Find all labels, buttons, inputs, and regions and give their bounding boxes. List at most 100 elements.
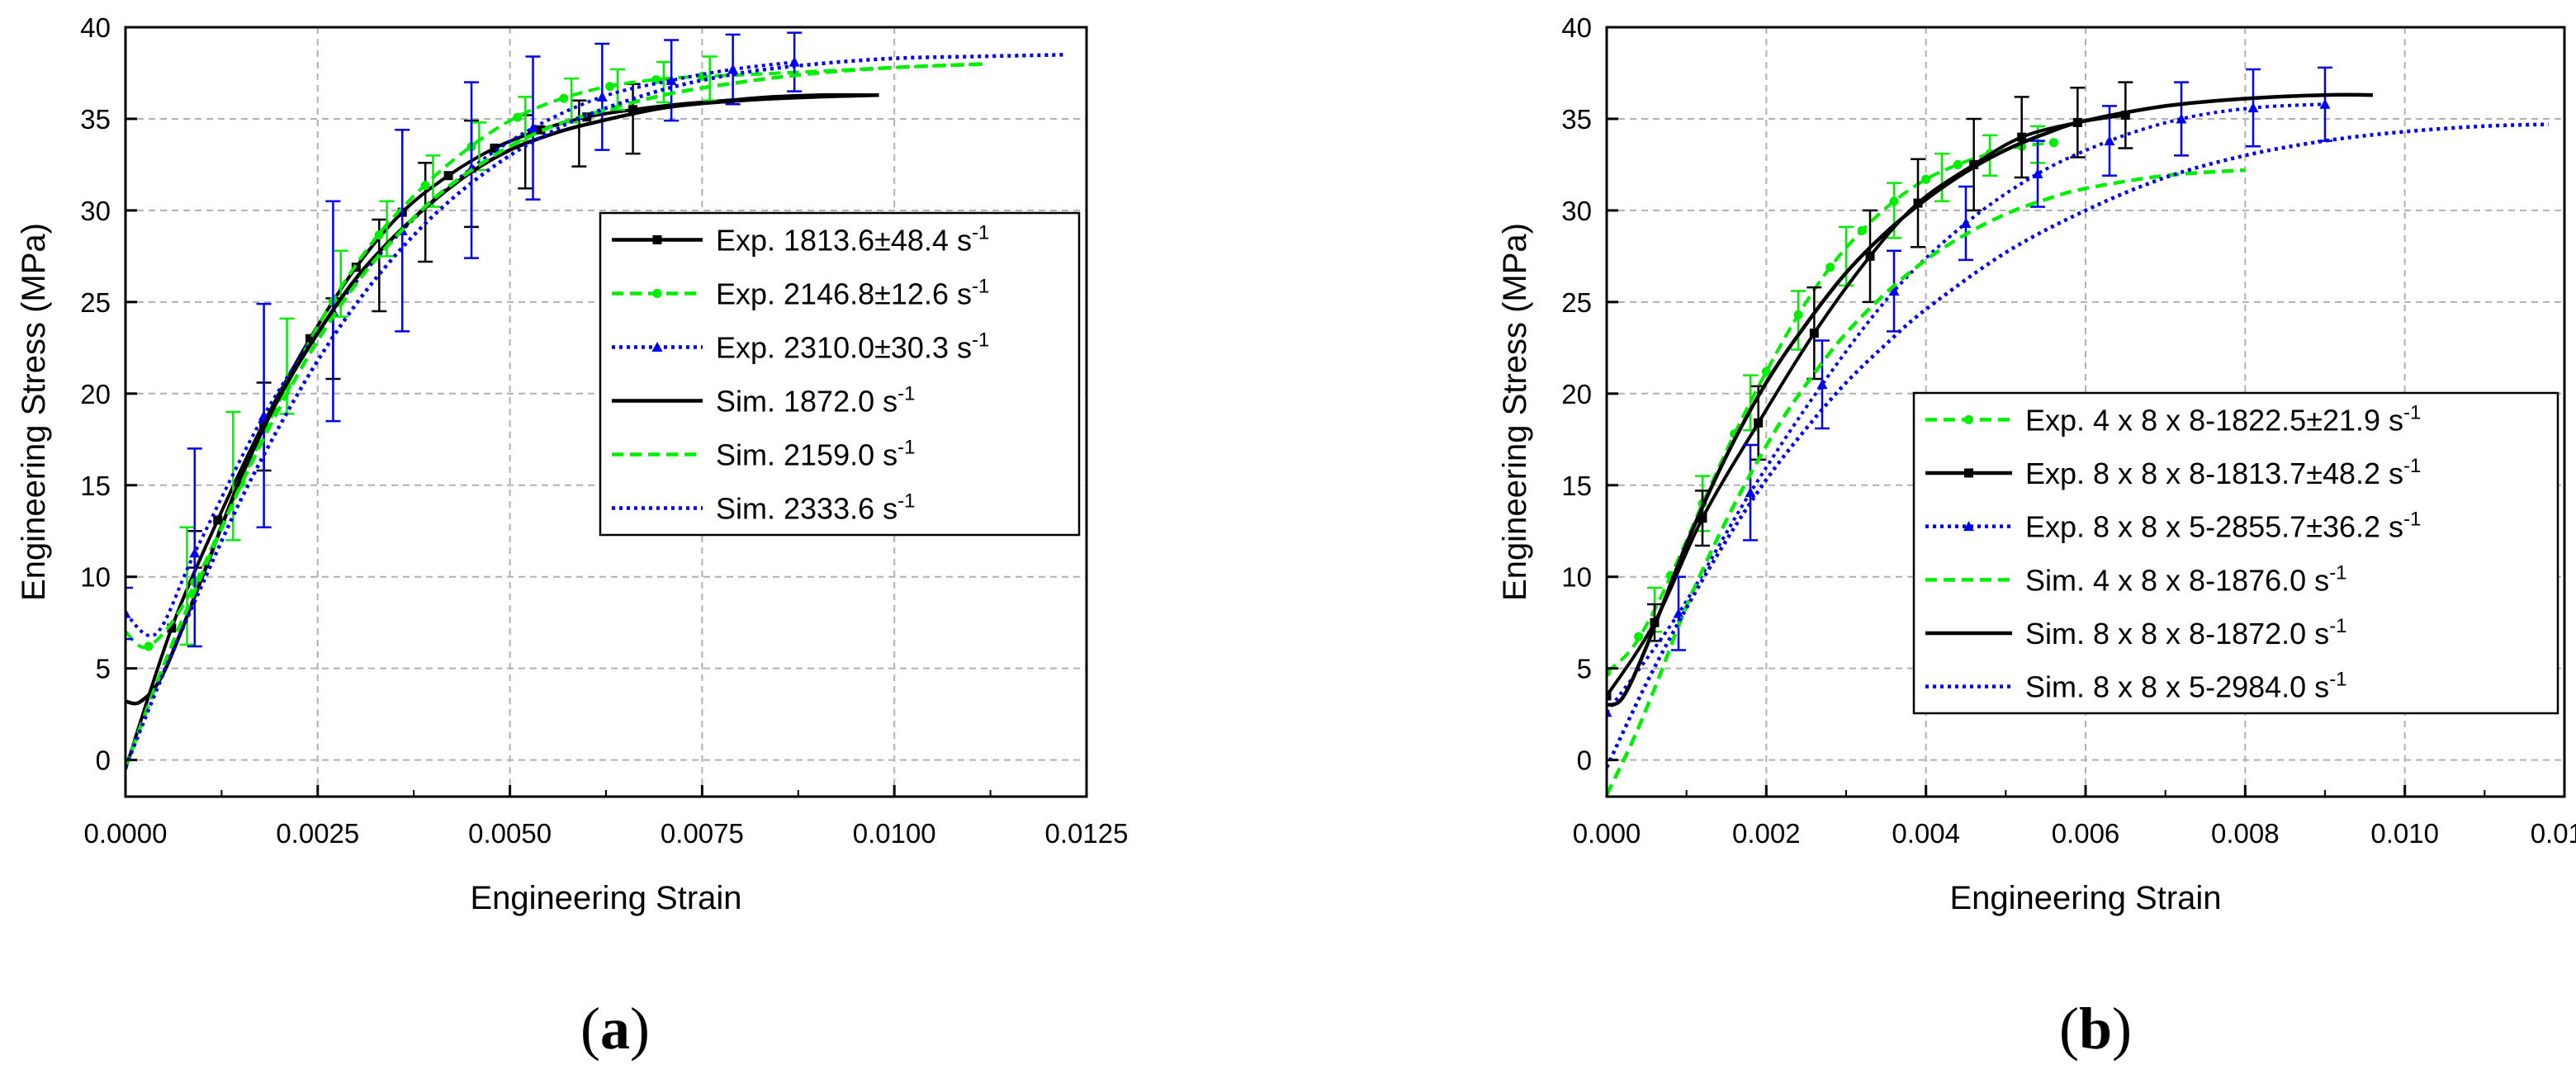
data-point bbox=[536, 125, 546, 135]
panel-label-a: (a) bbox=[580, 996, 650, 1062]
legend-box bbox=[1912, 391, 2559, 715]
x-tick-label: 0.010 bbox=[2370, 818, 2439, 849]
legend-marker bbox=[1964, 414, 1973, 424]
chart-panel-a: 0.0000 0.0025 0.0050 0.0075 0.0100 0.0125 0 5 10… bbox=[16, 12, 1128, 916]
data-point bbox=[2120, 111, 2130, 121]
series-4 bbox=[1607, 168, 2246, 796]
legend-entry-text: Exp. 4 x 8 x 8-1822.5±21.9 s bbox=[2025, 403, 2403, 437]
legend-entry-text: Exp. 2310.0±30.3 s bbox=[716, 331, 972, 365]
data-point bbox=[1698, 513, 1707, 523]
y-tick-label: 0 bbox=[96, 745, 111, 776]
data-point bbox=[1865, 251, 1875, 261]
y-tick-label: 35 bbox=[1561, 104, 1592, 135]
data-point bbox=[2319, 98, 2331, 109]
x-tick-label: 0.0125 bbox=[1045, 818, 1129, 849]
y-tick-label: 0 bbox=[1577, 745, 1592, 776]
series-4 bbox=[125, 92, 879, 706]
panel-label-b-letter: b bbox=[2079, 996, 2112, 1062]
data-point bbox=[559, 93, 569, 103]
legend-entry-label: Exp. 8 x 8 x 8-1813.7±48.2 s-1 bbox=[2025, 455, 2421, 490]
legend-marker bbox=[651, 342, 663, 352]
legend-entry-superscript: -1 bbox=[2329, 669, 2346, 691]
data-point bbox=[1607, 691, 1612, 701]
legend-entry-superscript: -1 bbox=[972, 329, 989, 352]
data-point bbox=[1793, 310, 1803, 319]
data-point bbox=[125, 608, 131, 618]
x-tick-label: 0.0075 bbox=[661, 818, 744, 849]
data-point bbox=[258, 409, 270, 420]
data-point bbox=[2048, 138, 2058, 148]
legend-entry-label: Exp. 2146.8±12.6 s-1 bbox=[716, 276, 989, 311]
data-point bbox=[727, 64, 739, 74]
series-5 bbox=[1607, 92, 2374, 707]
data-point bbox=[2032, 168, 2043, 179]
data-point bbox=[1745, 487, 1756, 498]
legend-entry-label: Sim. 2333.6 s-1 bbox=[716, 490, 915, 526]
data-point bbox=[651, 75, 661, 85]
data-point bbox=[144, 641, 154, 651]
data-point bbox=[1888, 286, 1900, 296]
data-point bbox=[1960, 217, 1972, 228]
legend-entry-text: Sim. 2333.6 s bbox=[716, 492, 897, 526]
y-tick-label: 5 bbox=[1577, 654, 1592, 684]
legend-entry-superscript: -1 bbox=[972, 222, 989, 244]
x-tick-label: 0.0000 bbox=[84, 818, 168, 849]
legend-marker bbox=[1964, 468, 1973, 478]
data-point bbox=[1607, 707, 1612, 717]
y-tick-label: 10 bbox=[1561, 562, 1592, 593]
data-point bbox=[1913, 198, 1923, 208]
data-point bbox=[1634, 632, 1644, 641]
legend-entry-superscript: -1 bbox=[2403, 455, 2421, 477]
x-axis-title: Engineering Strain bbox=[470, 880, 741, 916]
legend-entry-label: Sim. 4 x 8 x 8-1876.0 s-1 bbox=[2025, 561, 2347, 597]
legend-entry-text: Exp. 8 x 8 x 8-1813.7±48.2 s bbox=[2025, 457, 2403, 490]
data-point bbox=[1953, 159, 1963, 169]
x-tick-label: 0.012 bbox=[2531, 818, 2576, 849]
x-tick-label: 0.0025 bbox=[276, 818, 359, 849]
legend-entry-superscript: -1 bbox=[2403, 509, 2421, 531]
data-point bbox=[2176, 113, 2187, 124]
legend-marker bbox=[1963, 521, 1974, 532]
x-tick-label: 0.004 bbox=[1892, 818, 1960, 849]
legend-entry-label: Exp. 1813.6±48.4 s-1 bbox=[716, 222, 989, 258]
series-6 bbox=[125, 53, 1064, 769]
y-tick-label: 25 bbox=[1561, 287, 1592, 318]
series-line bbox=[1607, 168, 2246, 796]
data-point bbox=[1673, 608, 1684, 618]
data-point bbox=[513, 112, 523, 122]
y-tick-label: 40 bbox=[80, 12, 111, 43]
data-point bbox=[596, 91, 608, 102]
series-line bbox=[1607, 122, 2549, 769]
data-point bbox=[490, 143, 500, 153]
series-line bbox=[1607, 92, 2374, 707]
y-tick-label: 15 bbox=[80, 471, 111, 501]
x-axis-title: Engineering Strain bbox=[1949, 880, 2221, 916]
y-tick-label: 40 bbox=[1561, 12, 1592, 43]
legend-entry-text: Sim. 1872.0 s bbox=[716, 385, 897, 419]
legend-entry-label: Sim. 1872.0 s-1 bbox=[716, 383, 915, 419]
series-line bbox=[125, 62, 987, 769]
legend-entry-superscript: -1 bbox=[972, 276, 989, 298]
x-tick-label: 0.0050 bbox=[468, 818, 552, 849]
data-point bbox=[443, 171, 453, 181]
y-tick-label: 20 bbox=[1561, 379, 1592, 409]
y-axis-title: Engineering Stress (MPa) bbox=[1497, 223, 1533, 601]
legend-entry-text: Exp. 8 x 8 x 5-2855.7±36.2 s bbox=[2025, 510, 2403, 544]
series-6 bbox=[1607, 122, 2549, 769]
series-line bbox=[125, 92, 879, 706]
y-tick-label: 35 bbox=[80, 104, 111, 135]
legend-entry-text: Sim. 8 x 8 x 5-2984.0 s bbox=[2025, 670, 2329, 704]
legend-entry-superscript: -1 bbox=[2403, 401, 2421, 423]
legend-entry-superscript: -1 bbox=[2329, 561, 2346, 584]
legend-entry-superscript: -1 bbox=[897, 383, 915, 405]
y-tick-label: 10 bbox=[80, 562, 111, 593]
legend-entry-label: Sim. 8 x 8 x 5-2984.0 s-1 bbox=[2025, 669, 2347, 704]
data-point bbox=[374, 229, 384, 239]
x-tick-label: 0.006 bbox=[2052, 818, 2120, 849]
data-point bbox=[2104, 135, 2115, 146]
data-point bbox=[213, 515, 223, 525]
data-point bbox=[1889, 196, 1899, 206]
y-tick-label: 5 bbox=[96, 654, 111, 684]
legend-entry-superscript: -1 bbox=[2329, 615, 2346, 637]
